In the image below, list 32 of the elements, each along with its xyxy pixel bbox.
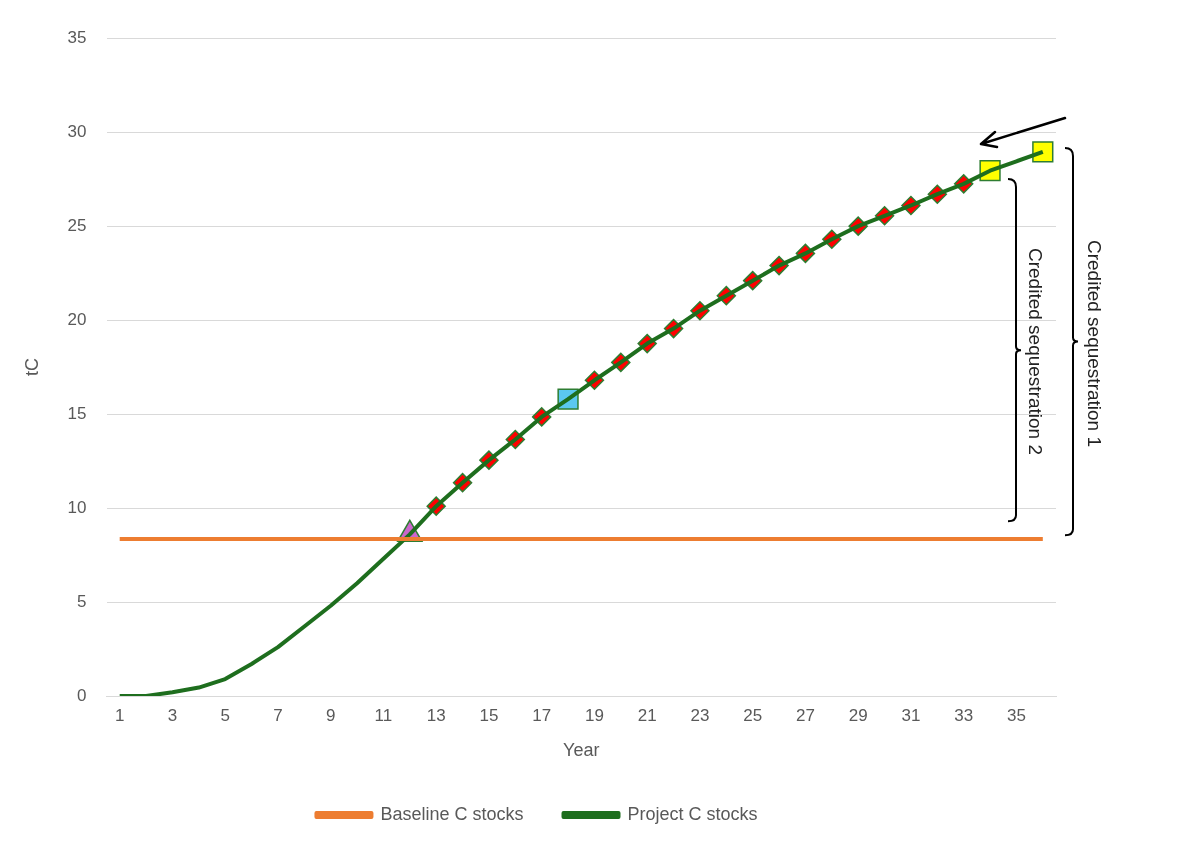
y-tick-label: 15 [67,403,87,423]
y-tick-label: 25 [67,215,87,235]
text: Credited sequestration 1 [1082,238,1105,449]
x-tick-label: 21 [637,705,657,725]
y-tick-label: 35 [67,27,87,47]
x-tick-label: 9 [325,705,336,725]
x-tick-label: 19 [584,705,604,725]
x-axis-title: Year [563,740,600,761]
x-tick-label: 35 [1006,705,1026,725]
x-tick-label: 23 [690,705,710,725]
x-tick-label: 11 [374,705,393,725]
x-tick-label: 17 [532,705,552,725]
x-tick-label: 31 [901,705,921,725]
x-tick-label: 3 [167,705,178,725]
x-tick-label: 33 [954,705,974,725]
x-tick-label: 29 [848,705,868,725]
y-tick-label: 30 [67,121,87,141]
x-tick-label: 1 [114,705,125,725]
annotation: Credited sequestration 2 [1024,247,1047,458]
x-tick-label: 13 [426,705,446,725]
x-tick-label: 25 [743,705,763,725]
x-tick-label: 15 [479,705,499,725]
legend-label: Baseline C stocks [380,803,524,824]
y-tick-label: 5 [77,591,87,611]
legend-label: Project C stocks [627,803,758,824]
x-tick-label: 7 [273,705,283,725]
y-axis-title: tC [21,358,42,377]
x-tick-label: 27 [795,705,815,725]
y-tick-label: 10 [67,497,87,517]
y-tick-label: 20 [67,309,87,329]
y-tick-label: 0 [77,685,87,705]
x-tick-label: 5 [220,705,230,725]
